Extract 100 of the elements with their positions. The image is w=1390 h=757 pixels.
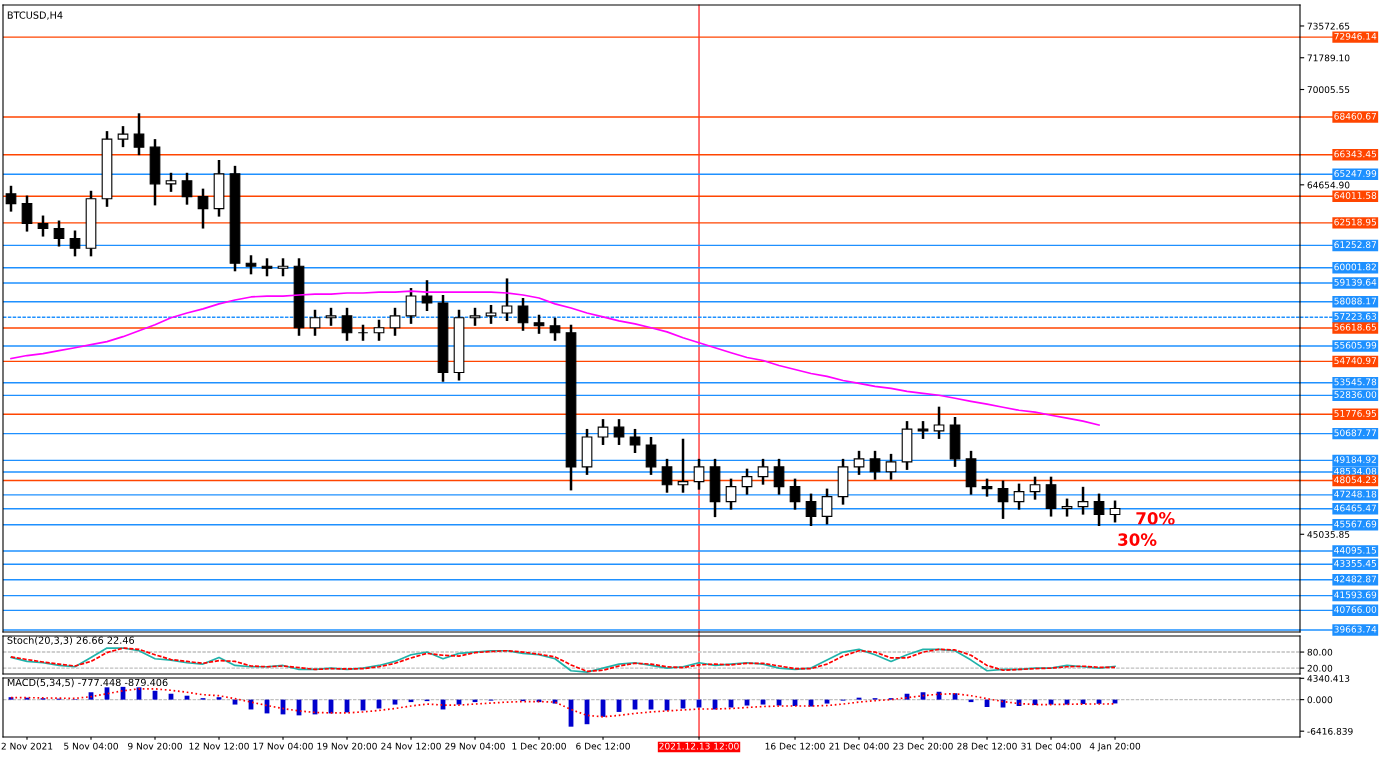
line-series bbox=[10, 290, 1100, 426]
ref-line-label: 48054.23 bbox=[1334, 476, 1377, 484]
x-tick-label: 2021.12.13 12:00 bbox=[659, 742, 739, 750]
x-tick-label: 9 Nov 20:00 bbox=[128, 742, 182, 750]
candlestick bbox=[885, 452, 897, 481]
ref-line-label: 53545.78 bbox=[1334, 378, 1377, 386]
candlestick bbox=[1109, 499, 1121, 524]
x-tick-label: 29 Nov 04:00 bbox=[445, 742, 505, 750]
candlestick bbox=[197, 187, 209, 230]
candlestick bbox=[741, 467, 753, 496]
y-tick-label: 71789.10 bbox=[1307, 54, 1350, 62]
candlestick bbox=[117, 124, 129, 149]
x-tick-label: 16 Dec 12:00 bbox=[765, 742, 825, 750]
y-tick-label: 4340.413 bbox=[1307, 675, 1350, 682]
ref-line-label: 66343.45 bbox=[1334, 150, 1377, 158]
x-tick-label: 23 Dec 20:00 bbox=[893, 742, 953, 750]
x-tick-label: 5 Nov 04:00 bbox=[64, 742, 118, 750]
candlestick bbox=[933, 405, 945, 441]
candlestick bbox=[517, 296, 529, 333]
ref-line-label: 51776.95 bbox=[1334, 410, 1377, 417]
candlestick bbox=[405, 286, 417, 326]
y-tick-label: 0.000 bbox=[1307, 696, 1333, 704]
annotation: 30% bbox=[1118, 533, 1157, 546]
candlestick bbox=[1029, 475, 1041, 501]
ref-line-label: 45567.69 bbox=[1334, 520, 1377, 528]
candlestick bbox=[245, 254, 257, 276]
ref-line-label: 52836.00 bbox=[1334, 391, 1377, 398]
candlestick bbox=[677, 437, 689, 494]
x-tick-label: 24 Nov 12:00 bbox=[381, 742, 441, 750]
x-tick-label: 4 Jan 20:00 bbox=[1089, 742, 1141, 752]
y-tick-label: -6416.839 bbox=[1307, 727, 1353, 735]
ref-line-label: 41593.69 bbox=[1334, 591, 1377, 599]
text: BTCUSD,H4 bbox=[7, 11, 63, 20]
candlestick bbox=[309, 308, 321, 338]
candlestick bbox=[853, 449, 865, 477]
y-tick-label: 80.00 bbox=[1307, 648, 1333, 656]
ref-line-label: 72946.14 bbox=[1334, 32, 1377, 40]
ref-line-label: 57223.63 bbox=[1334, 312, 1377, 320]
candlestick bbox=[533, 313, 545, 336]
y-tick-label: 70005.55 bbox=[1307, 86, 1350, 94]
ref-line-label: 61252.87 bbox=[1334, 241, 1377, 249]
ref-line-label: 40766.00 bbox=[1334, 606, 1377, 613]
candlestick bbox=[805, 492, 817, 528]
x-tick-label: 2 Nov 2021 bbox=[1, 742, 53, 750]
candlestick bbox=[757, 457, 769, 486]
ref-line-label: 42482.87 bbox=[1334, 575, 1377, 583]
candlestick bbox=[549, 316, 561, 343]
x-tick-label: 12 Nov 12:00 bbox=[189, 742, 249, 750]
candlestick bbox=[341, 306, 353, 343]
candlestick bbox=[869, 449, 881, 481]
candlestick bbox=[725, 477, 737, 511]
candlestick bbox=[165, 171, 177, 194]
candlestick bbox=[133, 112, 145, 157]
ref-line-label: 43355.45 bbox=[1334, 560, 1377, 567]
ref-line-label: 56618.65 bbox=[1334, 323, 1377, 331]
x-tick-label: 21 Dec 04:00 bbox=[829, 742, 889, 750]
ref-line-label: 64011.58 bbox=[1334, 192, 1377, 199]
candlestick bbox=[37, 214, 49, 238]
y-tick-label: 20.00 bbox=[1307, 664, 1333, 672]
ref-line-label: 68460.67 bbox=[1334, 112, 1377, 120]
y-tick-label: 64654.90 bbox=[1307, 181, 1350, 189]
ref-line-label: 50687.77 bbox=[1334, 429, 1377, 437]
candlestick bbox=[1013, 482, 1025, 511]
ref-line-label: 62518.95 bbox=[1334, 218, 1377, 226]
candlestick bbox=[485, 303, 497, 326]
ref-line-label: 47248.18 bbox=[1334, 490, 1377, 498]
ref-line-label: 59139.64 bbox=[1334, 278, 1377, 286]
text: 70% bbox=[1136, 512, 1175, 525]
candlestick bbox=[693, 457, 705, 491]
x-tick-label: 1 Dec 20:00 bbox=[512, 742, 566, 750]
ref-line-label: 60001.82 bbox=[1334, 263, 1376, 271]
x-tick-label: 17 Nov 04:00 bbox=[253, 742, 313, 750]
ref-line-label: 49184.92 bbox=[1334, 456, 1376, 463]
candlestick bbox=[1093, 492, 1105, 528]
ref-line-label: 46465.47 bbox=[1334, 504, 1377, 512]
candlestick bbox=[373, 318, 385, 343]
candlestick bbox=[21, 194, 33, 233]
ref-line-label: 55605.99 bbox=[1334, 341, 1377, 349]
candlestick bbox=[645, 435, 657, 477]
y-tick-label: 45035.85 bbox=[1307, 531, 1350, 538]
bar bbox=[216, 697, 222, 700]
candlestick bbox=[421, 278, 433, 313]
candlestick bbox=[789, 477, 801, 511]
chart-title: MACD(5,34,5) -777.448 -879.406 bbox=[7, 678, 168, 688]
x-tick-label: 6 Dec 12:00 bbox=[576, 742, 630, 750]
x-tick-label: 31 Dec 04:00 bbox=[1021, 742, 1081, 750]
candlestick bbox=[1077, 485, 1089, 516]
candlestick bbox=[773, 457, 785, 496]
candlestick bbox=[613, 417, 625, 447]
candlestick bbox=[53, 219, 65, 248]
candlestick bbox=[389, 306, 401, 338]
candlestick bbox=[997, 479, 1009, 521]
candlestick bbox=[597, 417, 609, 447]
ref-line-label: 48534.08 bbox=[1334, 467, 1377, 475]
ref-line-label: 54740.97 bbox=[1334, 357, 1377, 365]
candlestick bbox=[501, 277, 513, 323]
candlestick bbox=[181, 171, 193, 206]
candlestick bbox=[821, 487, 833, 526]
candlestick bbox=[1045, 475, 1057, 518]
ref-line-label: 65247.99 bbox=[1334, 170, 1377, 177]
